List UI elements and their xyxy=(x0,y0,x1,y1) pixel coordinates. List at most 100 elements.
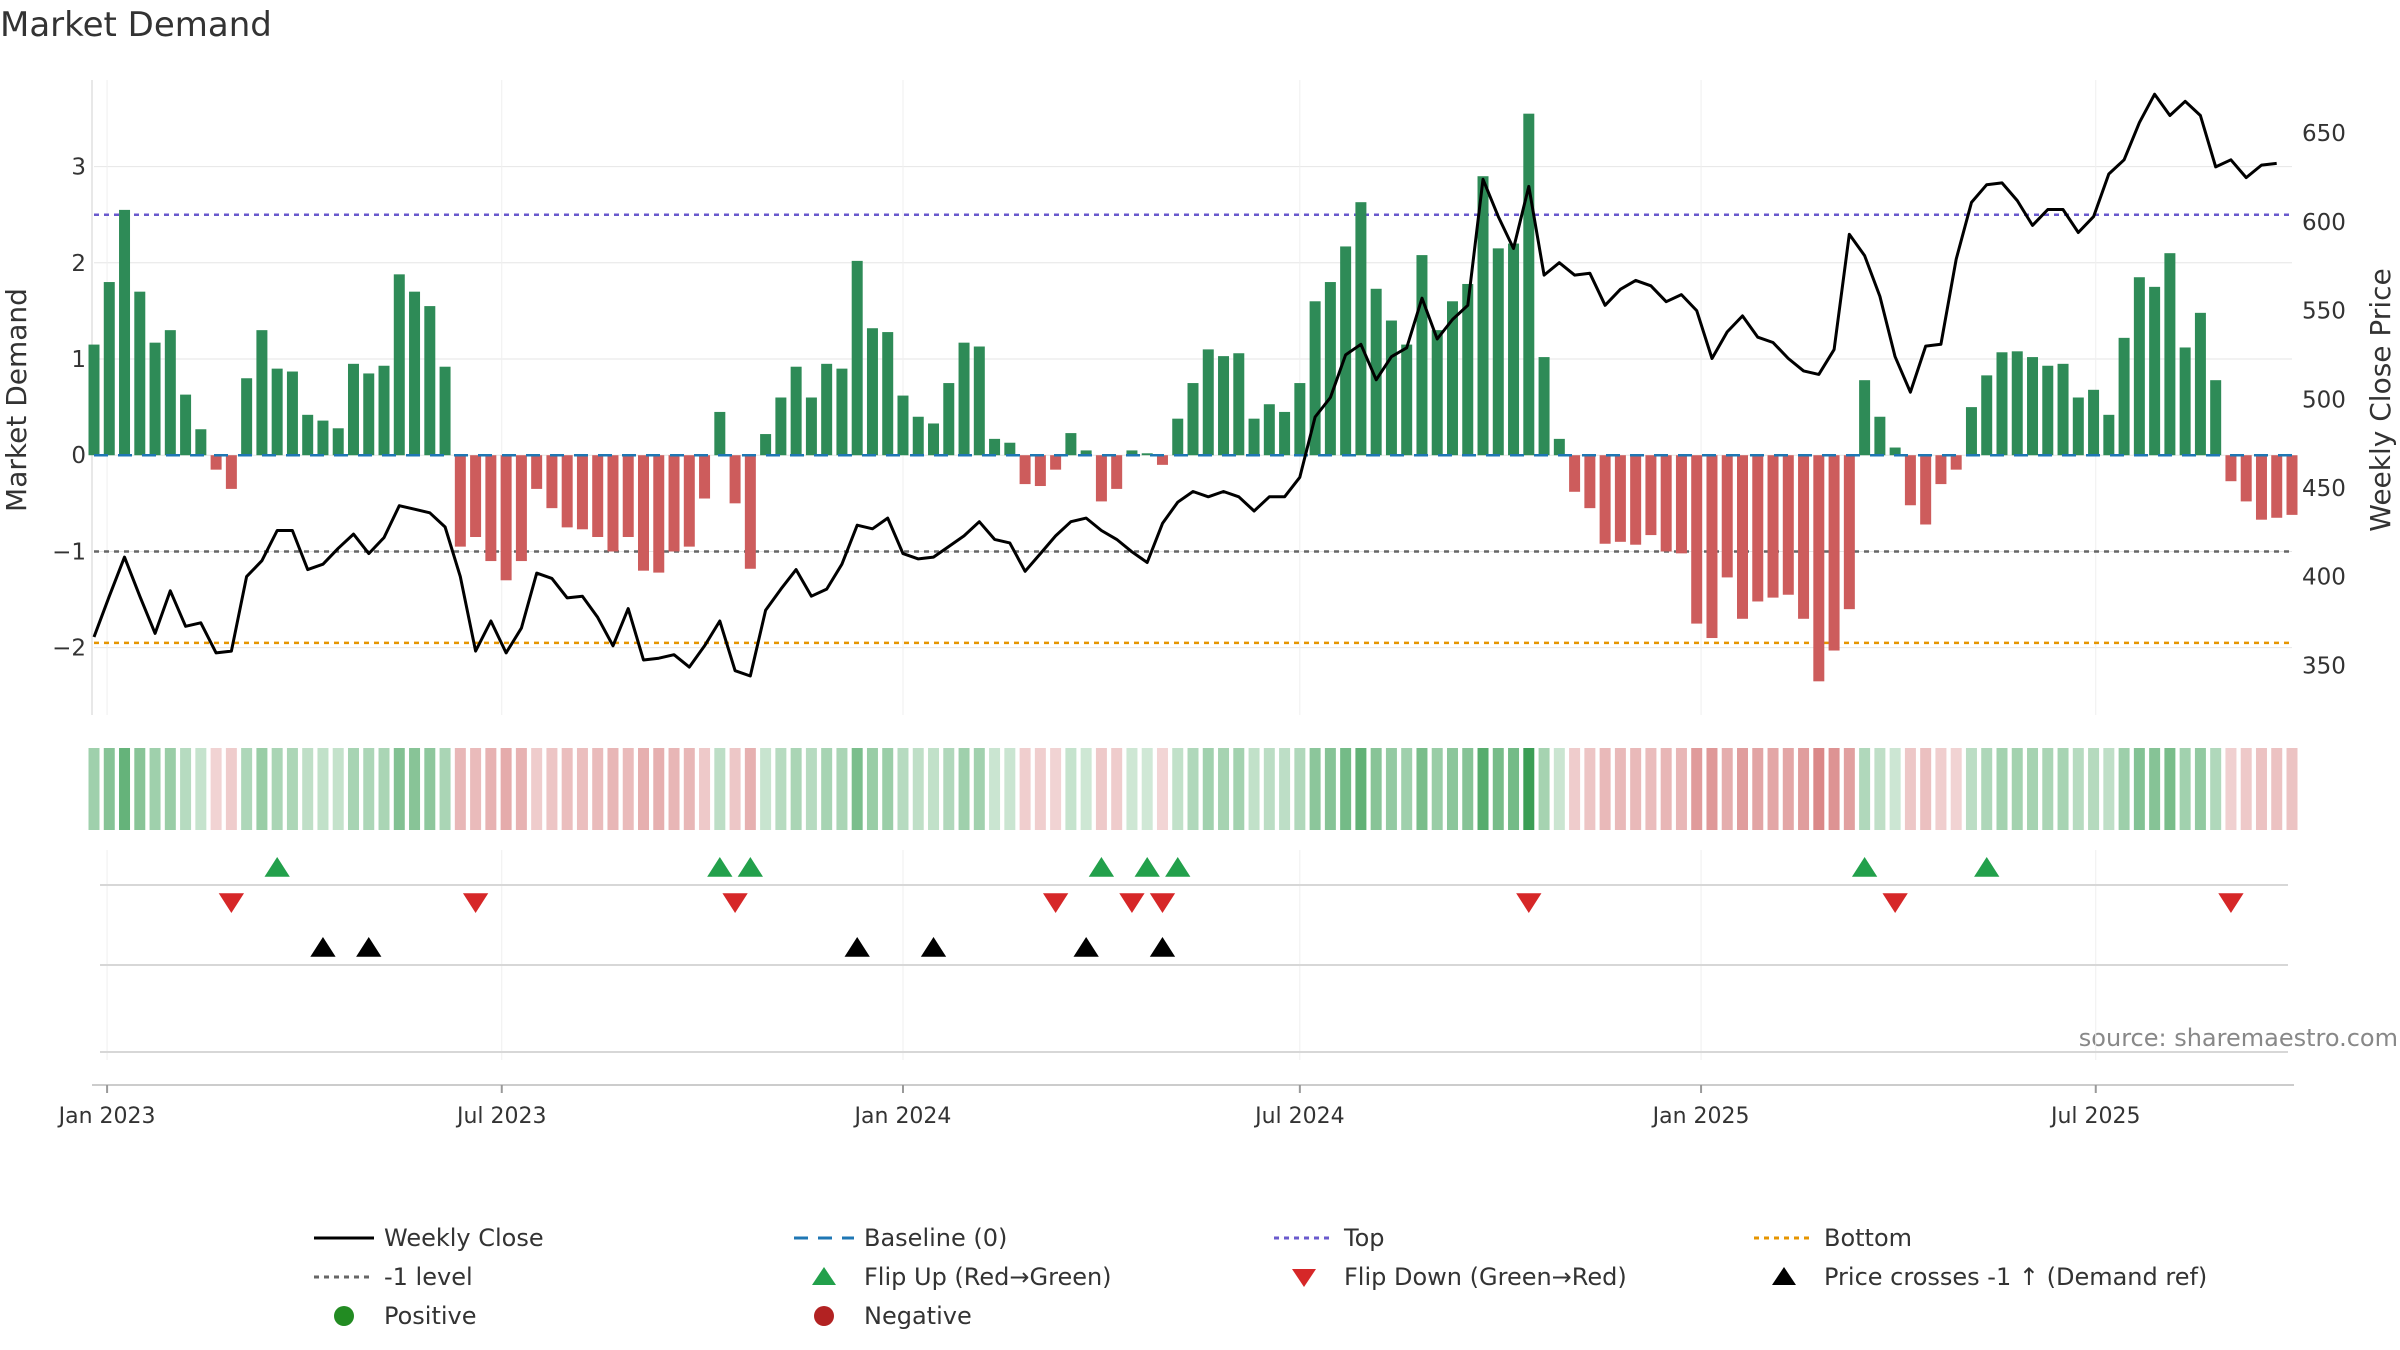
positive-bar xyxy=(88,344,100,456)
heat-strip-cell xyxy=(928,748,940,830)
heat-strip-cell xyxy=(2240,748,2252,830)
positive-bar xyxy=(363,373,375,456)
flip-up-marker xyxy=(1974,857,2000,877)
legend-swatch-triangle-up xyxy=(1772,1267,1796,1285)
heat-strip-cell xyxy=(1019,748,1031,830)
x-tick-label: Jul 2024 xyxy=(1253,1104,1345,1129)
heat-strip-cell xyxy=(2210,748,2222,830)
legend-label: Flip Down (Green→Red) xyxy=(1344,1263,1627,1291)
heat-strip-cell xyxy=(622,748,634,830)
heat-strip-cell xyxy=(653,748,665,830)
positive-bar xyxy=(347,363,359,456)
right-tick-label: 550 xyxy=(2302,299,2346,325)
flip-down-marker xyxy=(722,893,748,913)
demand-heat-strip xyxy=(88,748,2298,830)
negative-bar xyxy=(1569,455,1581,492)
negative-bar xyxy=(1660,455,1672,552)
positive-bar xyxy=(989,438,1001,456)
heat-strip-cell xyxy=(729,748,741,830)
x-tick-label: Jan 2024 xyxy=(853,1104,952,1129)
heat-strip-cell xyxy=(2225,748,2237,830)
negative-bar xyxy=(1630,455,1642,545)
heat-strip-cell xyxy=(454,748,466,830)
positive-bar xyxy=(760,434,772,456)
negative-bar xyxy=(1920,455,1932,525)
heat-strip-cell xyxy=(1813,748,1825,830)
heat-strip-cell xyxy=(2194,748,2206,830)
heat-strip-cell xyxy=(1385,748,1397,830)
negative-bar xyxy=(1691,455,1703,624)
negative-bar xyxy=(210,455,222,470)
negative-bar xyxy=(2286,455,2298,515)
positive-bar xyxy=(714,411,726,456)
legend-label: Top xyxy=(1343,1224,1385,1252)
heat-strip-cell xyxy=(1080,748,1092,830)
heat-strip-cell xyxy=(1294,748,1306,830)
heat-strip-cell xyxy=(1141,748,1153,830)
heat-strip-cell xyxy=(1614,748,1626,830)
negative-bar xyxy=(729,455,741,504)
heat-strip-cell xyxy=(1706,748,1718,830)
negative-bar xyxy=(2240,455,2252,502)
positive-bar xyxy=(2103,414,2115,456)
heat-strip-cell xyxy=(851,748,863,830)
heat-strip-cell xyxy=(2057,748,2069,830)
heat-strip-cell xyxy=(1798,748,1810,830)
heat-strip-cell xyxy=(2011,748,2023,830)
negative-bar xyxy=(1111,455,1123,489)
negative-bar xyxy=(515,455,527,562)
positive-bar xyxy=(332,428,344,456)
negative-bar xyxy=(1782,455,1794,595)
positive-bar xyxy=(1248,418,1260,456)
heat-strip-cell xyxy=(1935,748,1947,830)
positive-bar xyxy=(1859,380,1871,456)
legend-swatch-triangle-up xyxy=(812,1267,836,1285)
right-tick-label: 650 xyxy=(2302,121,2346,147)
heat-strip-cell xyxy=(271,748,283,830)
heat-strip-cell xyxy=(958,748,970,830)
heat-strip-cell xyxy=(119,748,131,830)
heat-strip-cell xyxy=(1950,748,1962,830)
heat-strip-cell xyxy=(2164,748,2176,830)
heat-strip-cell xyxy=(2133,748,2145,830)
positive-bar xyxy=(271,368,283,456)
flip-down-marker xyxy=(1042,893,1069,913)
positive-bar xyxy=(1385,320,1397,456)
heat-strip-cell xyxy=(1492,748,1504,830)
positive-bar xyxy=(2179,347,2191,456)
positive-bar xyxy=(1294,383,1306,456)
heat-strip-cell xyxy=(1126,748,1138,830)
heat-strip-cell xyxy=(241,748,253,830)
heat-strip-cell xyxy=(805,748,817,830)
heat-strip-cell xyxy=(882,748,894,830)
right-tick-label: 600 xyxy=(2302,210,2346,236)
legend-label: Bottom xyxy=(1824,1224,1912,1252)
positive-bar xyxy=(164,330,176,456)
heat-strip-cell xyxy=(790,748,802,830)
left-tick-label: −2 xyxy=(52,636,86,662)
heat-strip-cell xyxy=(1553,748,1565,830)
flip-up-marker xyxy=(1088,857,1115,877)
negative-bar xyxy=(1019,455,1031,485)
heat-strip-cell xyxy=(1416,748,1428,830)
negative-bar xyxy=(576,455,588,530)
negative-bar xyxy=(1843,455,1855,610)
heat-strip-cell xyxy=(164,748,176,830)
positive-bar xyxy=(775,397,787,456)
heat-strip-cell xyxy=(1569,748,1581,830)
chart-title: Market Demand xyxy=(0,5,272,45)
positive-bar xyxy=(836,368,848,456)
heat-strip-cell xyxy=(1675,748,1687,830)
heat-strip-cell xyxy=(1904,748,1916,830)
negative-bar xyxy=(607,455,619,552)
heat-strip-cell xyxy=(424,748,436,830)
heat-strip-cell xyxy=(134,748,146,830)
negative-bar xyxy=(668,455,680,552)
heat-strip-cell xyxy=(2103,748,2115,830)
heat-strip-cell xyxy=(989,748,1001,830)
positive-bar xyxy=(1431,330,1443,456)
heat-strip-cell xyxy=(1355,748,1367,830)
heat-strip-cell xyxy=(1370,748,1382,830)
x-tick-label: Jan 2023 xyxy=(57,1104,156,1129)
negative-bar xyxy=(225,455,237,489)
